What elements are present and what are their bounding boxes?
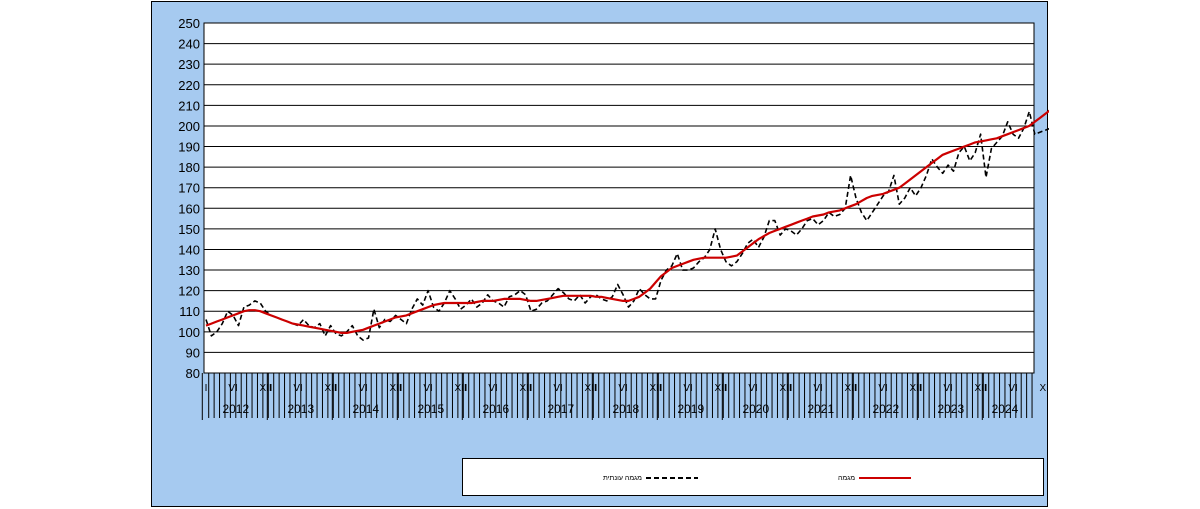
x-month-label: I (595, 383, 598, 394)
x-month-label: XII (584, 383, 596, 394)
y-tick-label: 100 (178, 325, 200, 340)
x-month-label: VI (553, 383, 562, 394)
x-month-label: VI (1008, 383, 1017, 394)
x-month-label: I (790, 383, 793, 394)
x-year-label: 2023 (937, 402, 964, 416)
chart-svg: 80 90 100 110 120 130 140 150 160 170 180 190 200 210… (178, 16, 1049, 420)
plot-area (203, 22, 1035, 374)
legend-label-trend: מגמה (838, 474, 856, 482)
x-month-label: I (335, 383, 338, 394)
x-month-label: XII (519, 383, 531, 394)
x-month-label: VI (423, 383, 432, 394)
y-tick-label: 170 (178, 181, 200, 196)
x-month-label: I (725, 383, 728, 394)
x-month-label: XII (909, 383, 921, 394)
x-year-label: 2015 (417, 402, 444, 416)
y-tick-label: 230 (178, 57, 200, 72)
x-year-label: 2024 (992, 402, 1019, 416)
x-month-label: I (660, 383, 663, 394)
x-year-label: 2014 (352, 402, 379, 416)
x-month-label: VI (813, 383, 822, 394)
y-tick-label: 160 (178, 201, 200, 216)
x-month-label: VI (488, 383, 497, 394)
x-month-label: VI (618, 383, 627, 394)
x-month-label: I (985, 383, 988, 394)
x-month-label: XII (779, 383, 791, 394)
legend-dashed-line-icon (645, 477, 698, 479)
x-month-label: I (400, 383, 403, 394)
trend-line (205, 109, 1049, 334)
legend: מגמה עונתית מגמה (462, 458, 1044, 496)
x-month-label: XII (649, 383, 661, 394)
y-tick-label: 80 (186, 366, 200, 381)
x-year-label: 2019 (677, 402, 704, 416)
x-month-label: XII (714, 383, 726, 394)
chart-frame: 80 90 100 110 120 130 140 150 160 170 180 190 200 210… (151, 1, 1049, 507)
x-year-label: 2017 (547, 402, 574, 416)
x-year-label: 2018 (612, 402, 639, 416)
x-month-label: I (465, 383, 468, 394)
x-month-label: VI (748, 383, 757, 394)
y-axis-ticks: 80 90 100 110 120 130 140 150 160 170 180 190 200 210… (178, 16, 200, 381)
x-year-label: 2020 (742, 402, 769, 416)
y-tick-label: 210 (178, 98, 200, 113)
x-year-label: 2013 (287, 402, 314, 416)
x-month-label: XII (1039, 383, 1049, 394)
y-tick-label: 250 (178, 16, 200, 31)
x-month-label: I (530, 383, 533, 394)
x-month-label: XII (324, 383, 336, 394)
x-month-label: XII (974, 383, 986, 394)
y-tick-label: 110 (179, 304, 200, 319)
x-month-label: VI (943, 383, 952, 394)
x-month-label: XII (844, 383, 856, 394)
x-month-label: XII (389, 383, 401, 394)
x-month-label: VI (683, 383, 692, 394)
y-tick-label: 180 (178, 160, 200, 175)
y-tick-label: 200 (178, 119, 200, 134)
y-tick-label: 150 (178, 222, 200, 237)
y-tick-label: 130 (178, 263, 200, 278)
legend-item-trend: מגמה (838, 471, 912, 485)
y-tick-label: 140 (178, 242, 200, 257)
x-month-label: VI (228, 383, 237, 394)
legend-item-seasonal: מגמה עונתית (603, 471, 698, 485)
y-tick-label: 190 (178, 140, 200, 155)
x-month-label: XII (259, 383, 271, 394)
y-tick-label: 240 (178, 37, 200, 52)
x-month-label: I (855, 383, 858, 394)
x-month-label: I (270, 383, 273, 394)
x-year-label: 2012 (222, 402, 249, 416)
seasonal-line (205, 110, 1049, 341)
series-layer (205, 109, 1049, 341)
legend-solid-line-icon (859, 477, 912, 479)
legend-label-seasonal: מגמה עונתית (603, 474, 642, 482)
x-month-label: VI (293, 383, 302, 394)
y-tick-label: 120 (178, 284, 200, 299)
x-month-label: VI (358, 383, 367, 394)
y-tick-label: 220 (178, 78, 200, 93)
x-month-label: I (920, 383, 923, 394)
x-month-label: XII (454, 383, 466, 394)
x-month-label: VI (878, 383, 887, 394)
x-month-label: I (205, 383, 208, 394)
x-year-label: 2022 (872, 402, 899, 416)
x-year-label: 2016 (482, 402, 509, 416)
y-tick-label: 90 (186, 345, 200, 360)
x-axis: I VI XII 2012 I VI XII 2013 I VI XII 2014 I VI XII 2015… (201, 373, 1049, 420)
gridlines (204, 22, 1034, 374)
x-year-label: 2021 (807, 402, 834, 416)
